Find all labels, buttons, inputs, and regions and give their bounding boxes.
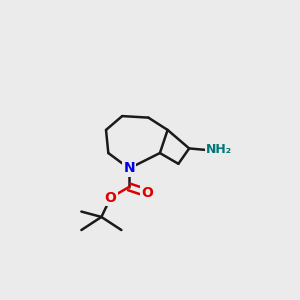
Text: N: N xyxy=(123,161,135,176)
Text: O: O xyxy=(142,186,154,200)
Text: O: O xyxy=(105,191,117,205)
Text: NH₂: NH₂ xyxy=(206,143,232,157)
